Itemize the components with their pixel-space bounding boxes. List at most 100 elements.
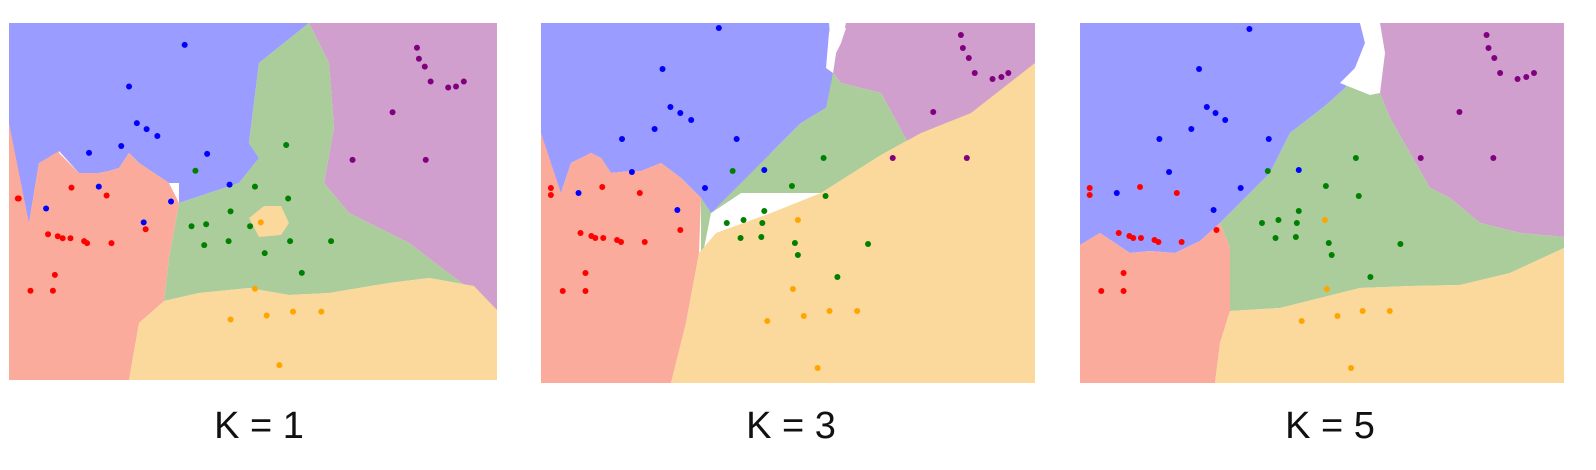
- data-point-purple: [965, 55, 972, 61]
- decision-region-red: [1080, 223, 1230, 383]
- data-point-red: [1120, 270, 1127, 276]
- data-point-blue: [204, 150, 211, 157]
- decision-region-orange: [129, 278, 497, 380]
- data-point-blue: [181, 41, 188, 48]
- data-point-blue: [133, 120, 140, 127]
- data-point-red: [618, 239, 625, 245]
- data-point-red: [1115, 230, 1122, 236]
- data-point-blue: [43, 205, 50, 212]
- data-point-green: [287, 238, 294, 245]
- decision-region-purple: [309, 23, 497, 310]
- data-point-blue: [1222, 117, 1229, 123]
- data-point-green: [247, 223, 254, 230]
- data-point-red: [1213, 227, 1220, 233]
- data-point-orange: [1334, 313, 1341, 319]
- chart-k5: [1080, 23, 1564, 383]
- data-point-red: [582, 270, 589, 276]
- data-point-orange: [1348, 365, 1355, 371]
- data-point-blue: [1196, 66, 1203, 72]
- data-point-purple: [1483, 32, 1490, 38]
- data-point-orange: [794, 217, 801, 223]
- data-point-green: [328, 238, 335, 245]
- data-point-purple: [415, 55, 422, 62]
- data-point-red: [27, 287, 34, 294]
- data-point-green: [1275, 217, 1282, 223]
- data-point-red: [582, 288, 589, 294]
- data-point-green: [188, 223, 195, 230]
- data-point-red: [641, 239, 648, 245]
- data-point-orange: [290, 308, 297, 315]
- data-point-red: [636, 190, 643, 196]
- data-point-green: [729, 168, 736, 174]
- data-point-red: [547, 192, 554, 198]
- data-point-red: [577, 230, 584, 236]
- unclassified-region: [1340, 23, 1385, 95]
- plot-area: [1080, 23, 1564, 383]
- data-point-blue: [1203, 104, 1210, 110]
- data-point-purple: [389, 109, 396, 116]
- data-point-red: [1137, 184, 1144, 190]
- data-point-purple: [998, 74, 1005, 80]
- data-point-purple: [930, 109, 937, 115]
- data-point-blue: [1212, 110, 1219, 116]
- data-point-purple: [989, 76, 996, 82]
- data-point-blue: [628, 169, 635, 175]
- data-point-purple: [422, 156, 429, 163]
- data-point-purple: [349, 156, 356, 163]
- data-point-orange: [789, 286, 796, 292]
- data-point-blue: [677, 110, 684, 116]
- data-point-purple: [1514, 76, 1521, 82]
- data-point-green: [723, 220, 730, 226]
- data-point-red: [54, 233, 61, 240]
- data-point-purple: [957, 32, 964, 38]
- data-point-green: [251, 183, 258, 190]
- decision-region-blue: [1080, 23, 1365, 253]
- chart-panel-k5: K = 5: [1080, 0, 1580, 470]
- data-point-red: [51, 271, 58, 278]
- data-point-green: [283, 141, 290, 148]
- data-point-green: [285, 195, 292, 202]
- data-point-blue: [1113, 190, 1120, 196]
- data-point-red: [1086, 192, 1093, 198]
- data-point-purple: [1491, 55, 1498, 61]
- data-point-blue: [168, 198, 175, 205]
- data-point-blue: [667, 104, 674, 110]
- data-point-red: [677, 227, 684, 233]
- data-point-blue: [674, 207, 681, 213]
- data-point-purple: [453, 83, 460, 90]
- data-point-blue: [126, 83, 133, 90]
- data-point-red: [1120, 288, 1127, 294]
- data-point-green: [1325, 240, 1332, 246]
- data-point-green: [192, 167, 199, 174]
- data-point-blue: [575, 190, 582, 196]
- data-point-blue: [1237, 185, 1244, 191]
- data-point-orange: [814, 365, 821, 371]
- data-point-orange: [1359, 308, 1366, 314]
- data-point-red: [559, 288, 566, 294]
- chart-panel-k3: K = 3: [541, 0, 1041, 470]
- data-point-purple: [1523, 74, 1530, 80]
- data-point-purple: [1490, 155, 1497, 161]
- data-point-blue: [619, 136, 626, 142]
- chart-k3-title: K = 3: [746, 405, 836, 447]
- data-point-green: [788, 183, 795, 189]
- decision-region-blue: [9, 23, 309, 283]
- data-point-blue: [95, 183, 102, 190]
- data-point-purple: [889, 155, 896, 161]
- data-point-blue: [733, 136, 740, 142]
- data-point-red: [592, 235, 599, 241]
- data-point-purple: [1485, 45, 1492, 51]
- chart-k3: [541, 23, 1035, 383]
- data-point-purple: [1005, 70, 1012, 76]
- data-point-green: [203, 221, 210, 228]
- data-point-green: [1258, 220, 1265, 226]
- data-point-green: [1292, 234, 1299, 240]
- data-point-red: [59, 235, 66, 242]
- data-point-green: [261, 250, 268, 257]
- data-point-orange: [854, 308, 861, 314]
- decision-region-blue: [541, 23, 833, 273]
- data-point-green: [1352, 155, 1359, 161]
- data-point-red: [1173, 190, 1180, 196]
- data-point-green: [759, 220, 766, 226]
- decision-region-orange: [671, 23, 1035, 383]
